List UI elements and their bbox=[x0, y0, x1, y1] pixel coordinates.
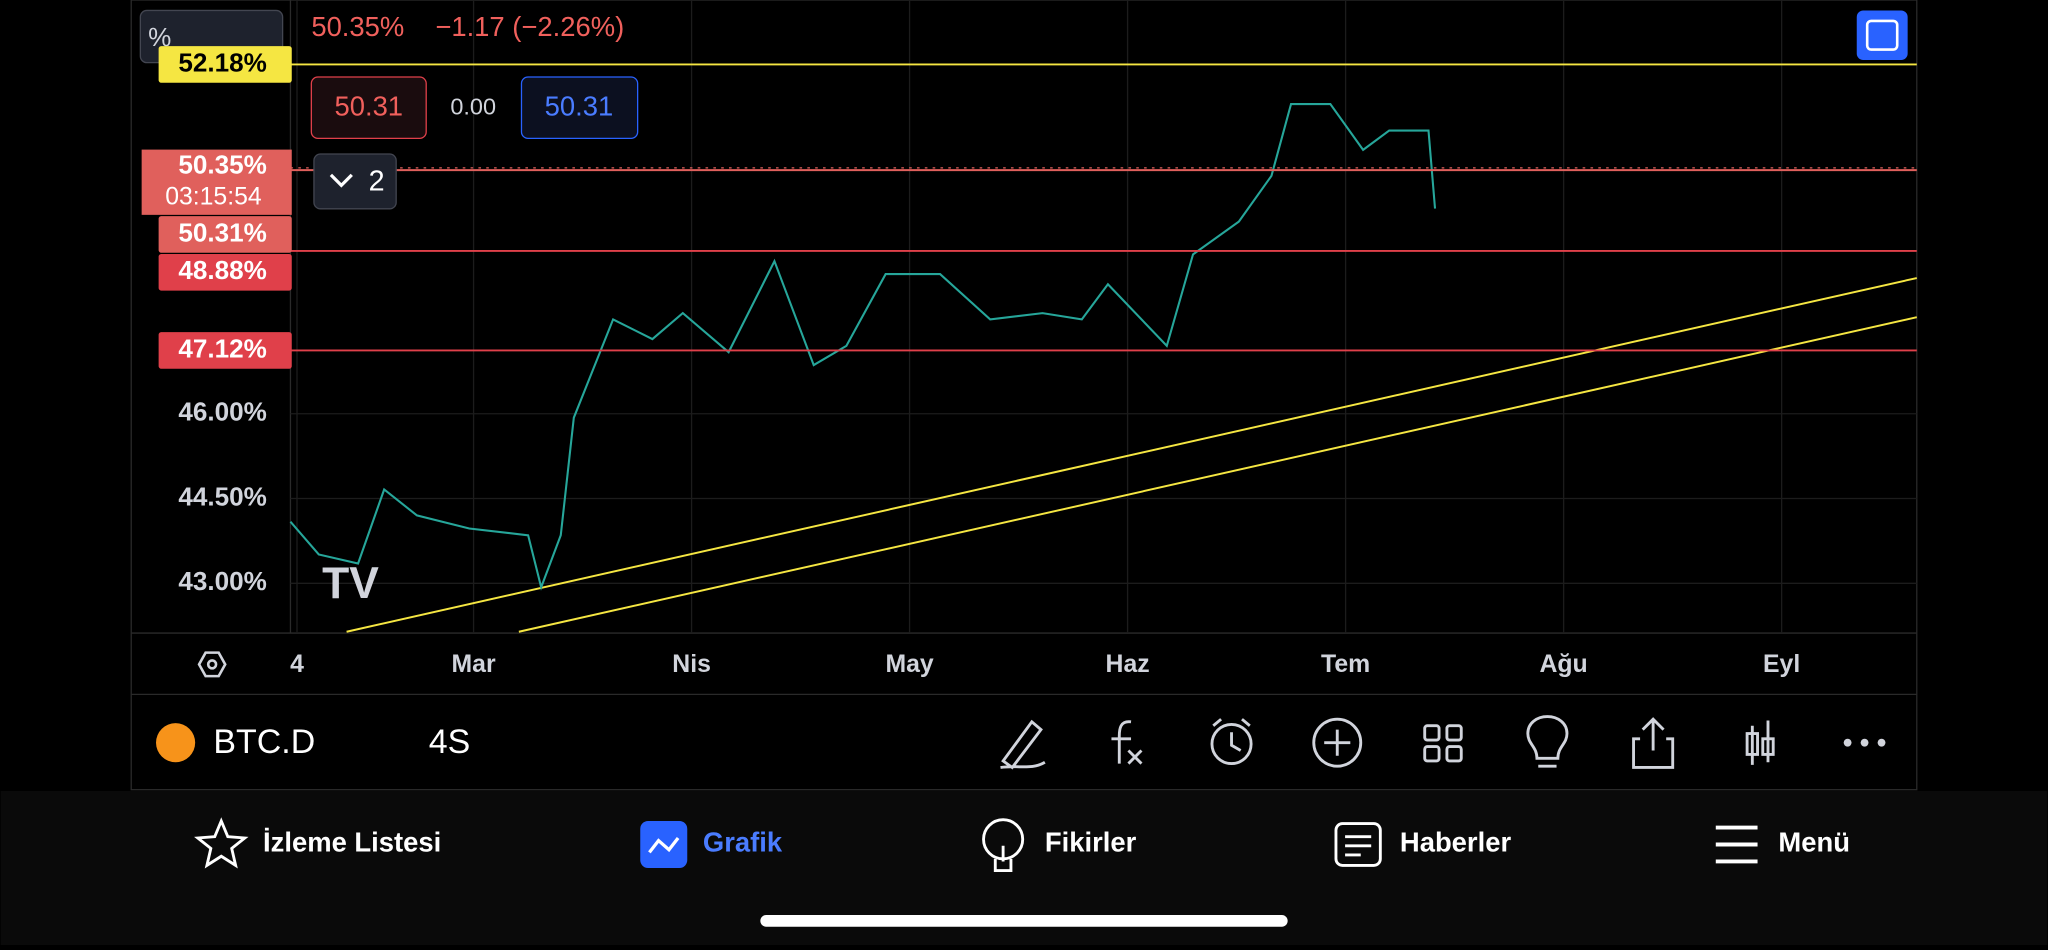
logo: TV bbox=[322, 559, 379, 608]
price-tag-countdown: 03:15:54 bbox=[165, 183, 262, 210]
plot bbox=[289, 63, 1917, 591]
ideas-tab-glyph bbox=[993, 845, 1013, 873]
y-tick-label: 43.00% bbox=[178, 566, 266, 596]
more-dot[interactable] bbox=[1843, 738, 1852, 747]
y-tick-label: 44.50% bbox=[178, 481, 266, 511]
tab-label[interactable]: Fikirler bbox=[1045, 827, 1137, 858]
coin-icon bbox=[156, 723, 196, 763]
buy-price[interactable]: 50.31 bbox=[545, 91, 614, 122]
home-indicator bbox=[760, 914, 1288, 927]
layout-icon[interactable] bbox=[1423, 724, 1441, 742]
x-tick-label: Nis bbox=[672, 651, 711, 678]
x-tick-label: Haz bbox=[1106, 651, 1150, 678]
indicator-badge[interactable] bbox=[313, 153, 397, 210]
news-tab-glyph bbox=[1345, 835, 1372, 857]
level-label: 47.12% bbox=[178, 333, 266, 363]
candle-icon bbox=[1761, 737, 1775, 756]
more-dot bbox=[1877, 738, 1886, 747]
indicator-icon[interactable] bbox=[1111, 720, 1143, 765]
layout-icon bbox=[1445, 745, 1463, 763]
tab-label[interactable]: Grafik bbox=[703, 827, 783, 858]
price-tag bbox=[141, 149, 292, 215]
draw-icon[interactable] bbox=[1000, 719, 1046, 770]
y-tick-label: 46.00% bbox=[178, 397, 266, 427]
chart-tab-glyph bbox=[648, 836, 680, 854]
alert-icon-hands bbox=[1212, 718, 1251, 752]
ideas-icon[interactable] bbox=[1526, 715, 1569, 768]
sell-button[interactable] bbox=[310, 76, 427, 140]
menu-tab-icon[interactable] bbox=[1715, 825, 1758, 864]
interval[interactable]: 4S bbox=[429, 723, 471, 761]
trend-line bbox=[346, 277, 1918, 633]
sell-price[interactable]: 50.31 bbox=[334, 91, 403, 122]
chevron bbox=[329, 173, 353, 188]
trend-line bbox=[518, 316, 1918, 633]
buy-button[interactable] bbox=[520, 76, 639, 140]
share-icon[interactable] bbox=[1632, 717, 1675, 769]
layout-icon bbox=[1423, 745, 1441, 763]
level-label: 48.88% bbox=[178, 255, 266, 285]
layout-icon bbox=[1445, 724, 1463, 742]
level-label: 50.31% bbox=[178, 217, 266, 247]
level-label-box bbox=[158, 46, 292, 83]
spread: 0.00 bbox=[450, 94, 496, 120]
more-dot bbox=[1860, 738, 1869, 747]
alert-icon[interactable] bbox=[1210, 722, 1253, 766]
settings-icon[interactable] bbox=[197, 651, 227, 678]
tab-label[interactable]: Haberler bbox=[1400, 827, 1512, 858]
watchlist-icon[interactable] bbox=[194, 817, 249, 869]
level-label-box bbox=[158, 332, 292, 369]
settings-icon-dot bbox=[206, 659, 218, 670]
tab-label[interactable]: İzleme Listesi bbox=[263, 827, 441, 858]
add-icon[interactable] bbox=[1312, 717, 1363, 768]
x-tick-label: Eyl bbox=[1763, 651, 1800, 678]
x-tick-label: Tem bbox=[1321, 651, 1370, 678]
chart-panel bbox=[130, 0, 1918, 791]
level-label-box bbox=[158, 216, 292, 253]
toolbar-icons bbox=[1000, 715, 1775, 770]
level-label: 52.18% bbox=[178, 47, 266, 77]
price-line bbox=[289, 102, 1437, 591]
symbol[interactable]: BTC.D bbox=[213, 723, 315, 761]
x-tick-label: 4 bbox=[290, 651, 304, 678]
unit-button-label[interactable]: % bbox=[148, 22, 171, 52]
price-labels: 43.00% 44.50% 46.00% 4 Mar Nis May Haz Tem Ağu Eyl… bbox=[141, 46, 1800, 678]
last-price: 50.35% bbox=[311, 11, 404, 42]
candle-icon bbox=[1745, 732, 1759, 756]
badge-count[interactable]: 2 bbox=[369, 165, 385, 197]
add-icon-plus bbox=[1324, 729, 1351, 756]
fullscreen-button[interactable] bbox=[1856, 10, 1908, 61]
price-change: −1.17 (−2.26%) bbox=[435, 11, 624, 42]
x-tick-label: May bbox=[885, 651, 933, 678]
x-tick-label: Mar bbox=[452, 651, 496, 678]
level-label-box bbox=[158, 254, 292, 291]
price-tag-value: 50.35% bbox=[178, 149, 266, 179]
fullscreen-icon bbox=[1865, 19, 1899, 51]
x-tick-label: Ağu bbox=[1540, 651, 1588, 678]
news-tab-icon[interactable] bbox=[1334, 822, 1382, 867]
tab-label[interactable]: Menü bbox=[1778, 827, 1850, 858]
